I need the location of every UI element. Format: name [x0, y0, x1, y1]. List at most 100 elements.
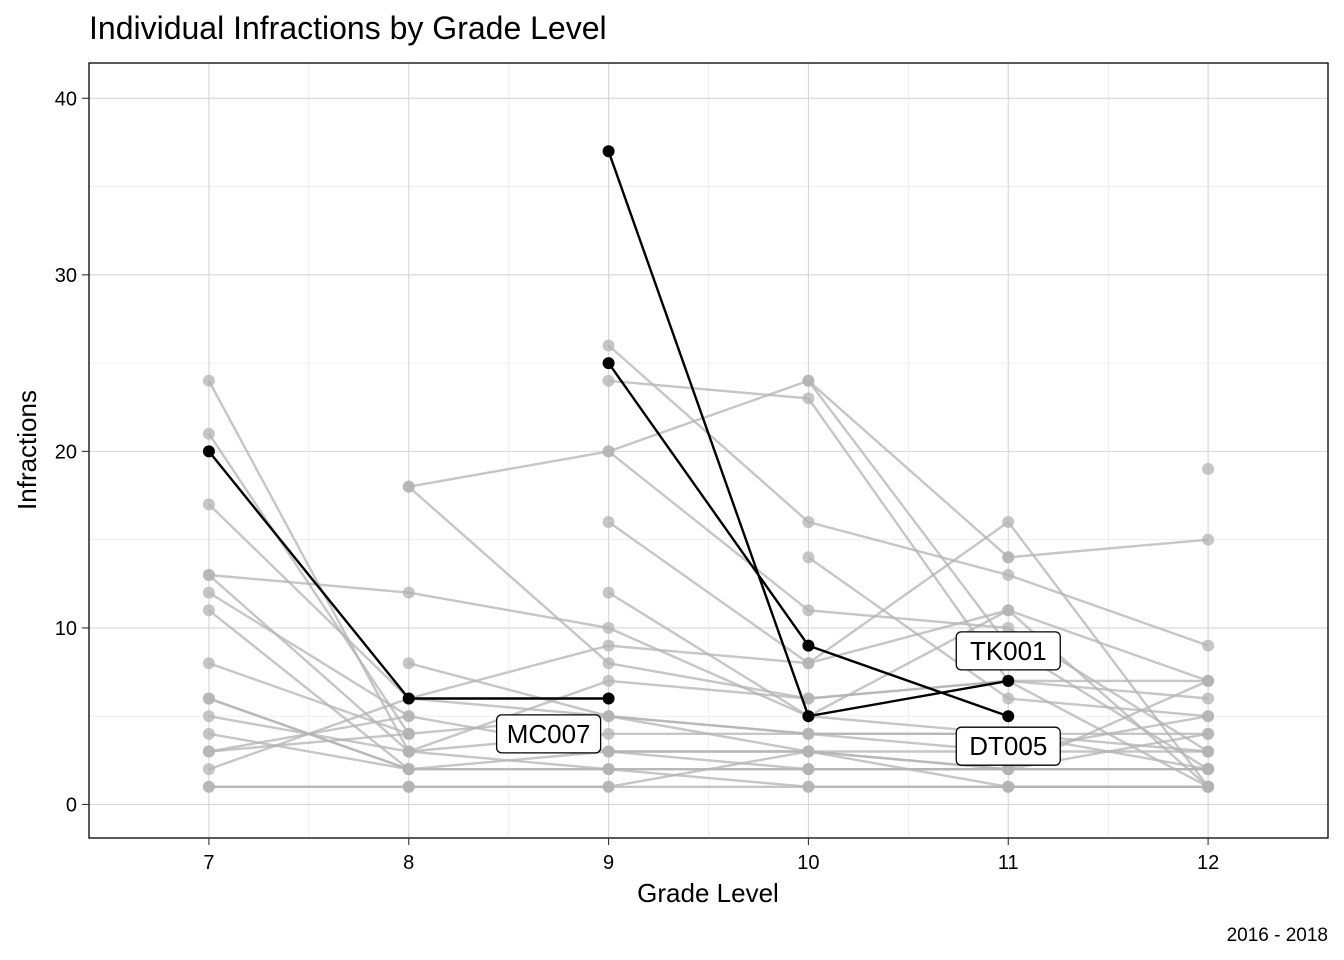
series-label-text: MC007 — [507, 719, 591, 749]
background-series-point — [602, 621, 615, 634]
background-series-point — [402, 745, 415, 758]
background-series-point — [1202, 463, 1215, 476]
background-series-point — [802, 692, 815, 705]
background-series-line — [208, 591, 410, 718]
background-series-point — [1002, 763, 1015, 776]
x-tick-label: 9 — [603, 852, 614, 874]
chart-title: Individual Infractions by Grade Level — [89, 10, 607, 46]
background-series-point — [402, 657, 415, 670]
y-tick-label: 30 — [55, 265, 77, 287]
background-series-line — [208, 609, 410, 771]
background-series-point — [202, 586, 215, 599]
background-series-point — [602, 710, 615, 723]
background-series-point — [802, 515, 815, 528]
y-axis-title: Infractions — [12, 390, 42, 510]
series-point-tk001 — [602, 145, 615, 158]
series-point-mc007 — [602, 692, 615, 705]
background-series-point — [202, 604, 215, 617]
background-series-point — [802, 727, 815, 740]
background-series-point — [802, 780, 815, 793]
background-series-point — [602, 339, 615, 352]
series-label-mc007: MC007 — [495, 714, 602, 754]
background-series-point — [602, 727, 615, 740]
y-tick-label: 40 — [55, 88, 77, 110]
background-series-point — [602, 674, 615, 687]
background-series-point — [202, 374, 215, 387]
background-series-point — [602, 763, 615, 776]
background-series-point — [1002, 568, 1015, 581]
highlighted-series-points — [202, 145, 1015, 723]
y-axis: 0 10 20 30 40 — [55, 88, 89, 816]
background-series-point — [802, 392, 815, 405]
background-series-point — [202, 657, 215, 670]
background-series-point — [1202, 745, 1215, 758]
series-point-mc007 — [202, 445, 215, 458]
chart-caption: 2016 - 2018 — [1227, 925, 1328, 946]
background-series-point — [602, 780, 615, 793]
background-series-point — [402, 710, 415, 723]
background-series-line — [408, 379, 1010, 559]
background-series-point — [402, 480, 415, 493]
background-series-point — [602, 639, 615, 652]
background-series-point — [602, 515, 615, 528]
background-series-line — [208, 732, 409, 771]
background-series-point — [1202, 710, 1215, 723]
series-label-text: DT005 — [969, 731, 1047, 761]
background-series-point — [202, 568, 215, 581]
background-series-point — [802, 374, 815, 387]
background-series-point — [1202, 674, 1215, 687]
background-series-point — [202, 692, 215, 705]
background-series-point — [602, 445, 615, 458]
x-tick-label: 11 — [998, 852, 1019, 874]
background-series-point — [1202, 780, 1215, 793]
background-series-point — [402, 780, 415, 793]
background-series-point — [1202, 763, 1215, 776]
series-label-text: TK001 — [970, 636, 1047, 666]
series-point-tk001 — [1002, 674, 1015, 687]
background-series-point — [1002, 515, 1015, 528]
background-series-line — [208, 662, 410, 735]
background-series-point — [202, 727, 215, 740]
background-series-point — [402, 727, 415, 740]
background-series-point — [1002, 780, 1015, 793]
background-series-point — [602, 657, 615, 670]
background-series-point — [1002, 621, 1015, 634]
background-series-point — [1202, 639, 1215, 652]
series-point-dt005 — [602, 357, 615, 370]
background-series-point — [802, 763, 815, 776]
series-point-dt005 — [1002, 710, 1015, 723]
series-point-tk001 — [802, 710, 815, 723]
background-series-line — [607, 520, 1210, 788]
background-series-point — [802, 657, 815, 670]
background-series-point — [402, 586, 415, 599]
y-tick-label: 0 — [66, 794, 77, 816]
background-series-point — [802, 604, 815, 617]
background-series-point — [1202, 533, 1215, 546]
y-tick-label: 20 — [55, 441, 77, 463]
series-point-mc007 — [402, 692, 415, 705]
background-series-point — [202, 745, 215, 758]
background-series-point — [602, 374, 615, 387]
background-series-point — [402, 763, 415, 776]
y-tick-label: 10 — [55, 618, 77, 640]
background-series-point — [202, 427, 215, 440]
background-series-point — [202, 710, 215, 723]
x-axis-title: Grade Level — [637, 878, 779, 908]
background-series-point — [602, 745, 615, 758]
background-series-line — [1008, 538, 1209, 559]
series-label-box — [955, 726, 1061, 766]
background-series-point — [1202, 727, 1215, 740]
background-series-point — [1202, 692, 1215, 705]
series-label-box — [955, 631, 1061, 671]
background-series-point — [1002, 551, 1015, 564]
background-series-point — [1002, 692, 1015, 705]
x-tick-label: 8 — [403, 852, 414, 874]
x-tick-label: 12 — [1197, 852, 1219, 874]
background-series-line — [207, 433, 410, 735]
x-tick-label: 7 — [203, 852, 214, 874]
background-series-point — [202, 780, 215, 793]
background-series-point — [802, 551, 815, 564]
x-axis: 7 8 9 10 11 12 — [203, 838, 1219, 874]
background-series-line — [207, 380, 410, 753]
